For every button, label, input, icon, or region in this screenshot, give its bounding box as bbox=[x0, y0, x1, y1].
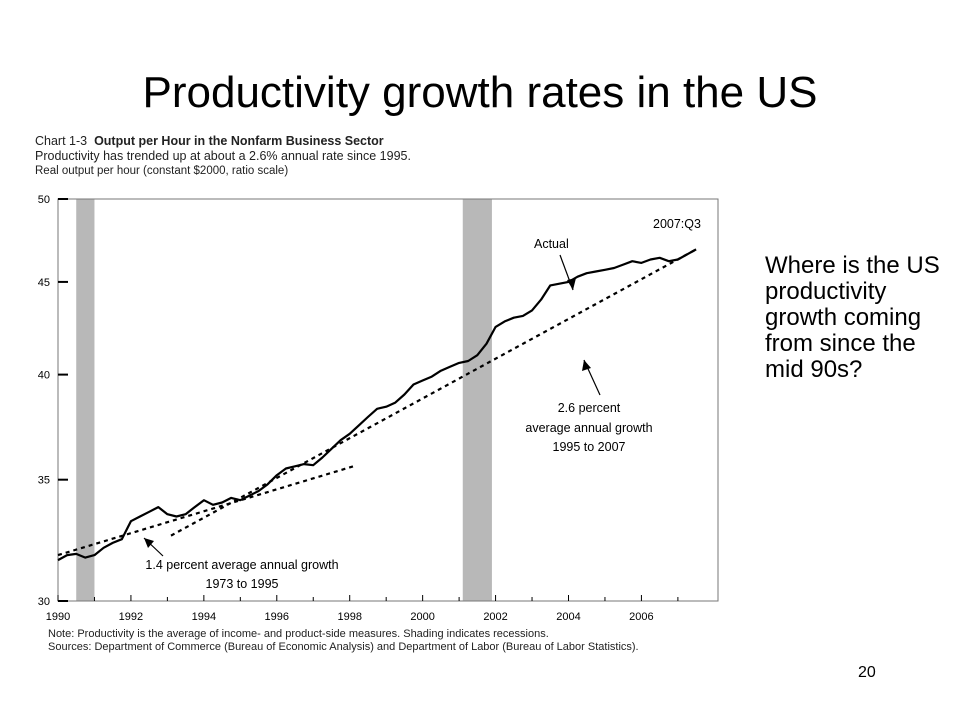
arrow-trend-2-6-head bbox=[582, 360, 591, 371]
series-trend-line-2 bbox=[170, 248, 697, 537]
annotation-trend-1-4-line2: 1973 to 1995 bbox=[206, 577, 279, 591]
chart-subtitle: Productivity has trended up at about a 2… bbox=[35, 149, 411, 163]
y-tick-label: 35 bbox=[38, 475, 50, 487]
annotation-trend-2-6-line2: average annual growth bbox=[525, 421, 652, 435]
series-trend-line-1 bbox=[57, 465, 354, 557]
chart-header: Chart 1-3 Output per Hour in the Nonfarm… bbox=[35, 134, 411, 179]
series-line-actual bbox=[57, 248, 697, 562]
arrow-actual-head bbox=[567, 278, 576, 290]
x-tick-label: 2000 bbox=[410, 611, 434, 623]
chart-annotations: 2007:Q3 Actual 2.6 percent average annua… bbox=[143, 217, 701, 591]
chart-notes: Note: Productivity is the average of inc… bbox=[48, 628, 708, 654]
recession-band-1 bbox=[462, 199, 492, 601]
annotation-trend-2-6-line3: 1995 to 2007 bbox=[553, 440, 626, 454]
chart-id: Chart 1-3 bbox=[35, 134, 88, 148]
x-tick-label: 2002 bbox=[483, 611, 507, 623]
y-tick-label: 45 bbox=[38, 277, 50, 289]
x-tick-label: 2004 bbox=[556, 611, 580, 623]
y-tick-label: 50 bbox=[38, 194, 50, 206]
chart-sources: Sources: Department of Commerce (Bureau … bbox=[48, 641, 639, 653]
chart-title: Output per Hour in the Nonfarm Business … bbox=[94, 134, 384, 148]
x-tick-label: 1998 bbox=[337, 611, 361, 623]
x-tick-label: 1994 bbox=[192, 611, 216, 623]
x-tick-label: 1996 bbox=[265, 611, 289, 623]
chart-note: Note: Productivity is the average of inc… bbox=[48, 628, 549, 640]
plot-frame bbox=[57, 198, 719, 602]
y-tick-label: 30 bbox=[38, 596, 50, 608]
recession-band-0 bbox=[76, 199, 95, 601]
axis-ticks: 30 35 40 45 50 1990 1992 1994 1996 1998 2000 2002 20… bbox=[38, 194, 679, 623]
arrow-trend-1-4-head bbox=[144, 538, 154, 548]
question-text: Where is the US productivity growth comi… bbox=[765, 252, 940, 383]
x-tick-label: 1992 bbox=[119, 611, 143, 623]
annotation-trend-2-6-line1: 2.6 percent bbox=[558, 401, 621, 415]
annotation-trend-1-4-line1: 1.4 percent average annual growth bbox=[145, 558, 338, 572]
slide-title: Productivity growth rates in the US bbox=[142, 68, 818, 117]
y-axis-label: Real output per hour (constant $2000, ra… bbox=[35, 165, 289, 177]
chart-heading: Chart 1-3 Output per Hour in the Nonfarm… bbox=[35, 134, 411, 149]
recession-shading bbox=[76, 199, 492, 601]
annotation-actual: Actual bbox=[534, 237, 569, 251]
x-tick-label: 1990 bbox=[46, 611, 70, 623]
series-lines bbox=[57, 248, 697, 562]
y-tick-label: 40 bbox=[38, 370, 50, 382]
annotation-2007q3: 2007:Q3 bbox=[653, 217, 701, 231]
page-number: 20 bbox=[858, 664, 876, 681]
x-tick-label: 2006 bbox=[629, 611, 653, 623]
